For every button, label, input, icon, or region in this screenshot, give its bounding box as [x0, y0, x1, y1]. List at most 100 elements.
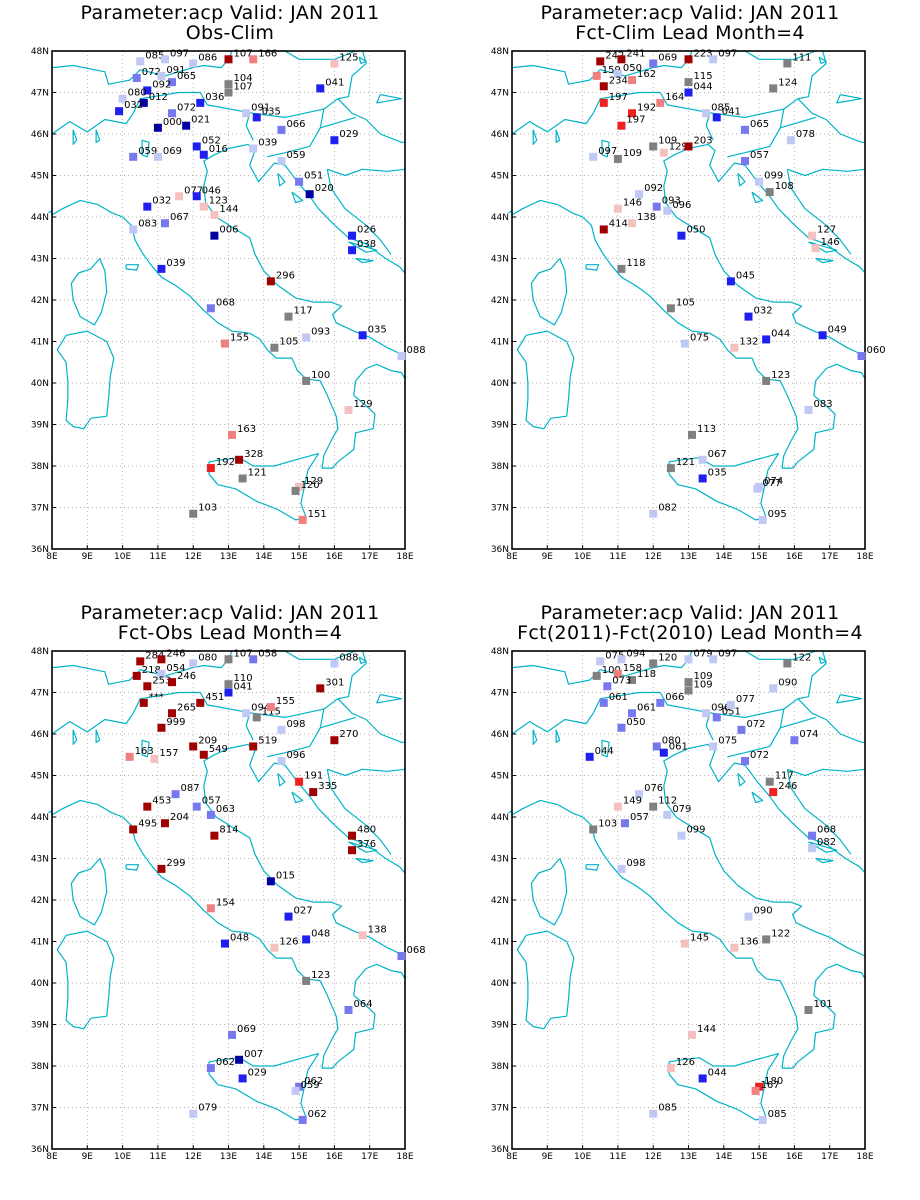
station-marker [175, 192, 184, 201]
station-map: 8E 9E 10E 11E 12E 13E 14E 15E 16E 17E 18E 36N 37N 38N… [31, 47, 426, 562]
station-value-label: 090 [754, 906, 773, 917]
station-marker [235, 455, 244, 464]
station-value-label: 180 [764, 1076, 783, 1087]
lat-tick-label: 39N [491, 1021, 509, 1031]
station-marker [330, 59, 339, 68]
station-marker [613, 69, 622, 78]
station-value-label: 069 [237, 1024, 256, 1035]
station-marker [663, 206, 672, 215]
station-marker [585, 752, 594, 761]
lon-tick-label: 16E [326, 552, 343, 562]
station-value-label: 066 [286, 119, 305, 130]
station-value-label: 126 [676, 1057, 695, 1068]
station-value-label: 020 [315, 183, 334, 194]
station-marker [712, 713, 721, 722]
station-marker [224, 688, 233, 697]
station-marker [196, 98, 205, 107]
station-marker [277, 125, 286, 134]
station-value-label: 155 [276, 696, 295, 707]
coastline [668, 453, 780, 521]
station-marker [358, 931, 367, 940]
station-value-label: 101 [814, 999, 833, 1010]
coastline [815, 857, 834, 864]
station-marker [199, 150, 208, 159]
station-marker [762, 376, 771, 385]
station-marker [210, 231, 219, 240]
station-marker [302, 976, 311, 985]
lon-tick-label: 14E [255, 552, 272, 562]
lat-tick-label: 43N [491, 255, 509, 265]
station-marker [804, 405, 813, 414]
station-value-label: 085 [768, 1109, 787, 1120]
station-value-label: 144 [697, 1024, 716, 1035]
station-marker [628, 76, 637, 85]
station-value-label: 079 [198, 1103, 217, 1114]
station-marker [737, 725, 746, 734]
station-value-label: 060 [866, 345, 885, 356]
coastline [348, 841, 378, 853]
station-marker [818, 331, 827, 340]
coastline [277, 773, 286, 787]
station-value-label: 044 [595, 746, 614, 757]
station-value-label: 149 [623, 796, 642, 807]
station-value-label: 118 [626, 258, 645, 269]
station-value-label: 085 [145, 50, 164, 61]
station-value-label: 091 [166, 65, 185, 76]
station-value-label: 155 [230, 333, 249, 344]
station-value-label: 012 [149, 92, 168, 103]
coastline [141, 739, 150, 758]
station-marker [305, 190, 314, 199]
station-value-label: 072 [746, 719, 765, 730]
station-marker [206, 1064, 215, 1073]
lat-tick-label: 47N [31, 89, 49, 99]
station-value-label: 079 [672, 804, 691, 815]
station-marker [189, 509, 198, 518]
station-value-label: 067 [170, 212, 189, 223]
station-marker [740, 756, 749, 765]
station-marker [740, 125, 749, 134]
station-value-label: 057 [630, 812, 649, 823]
station-value-label: 075 [718, 735, 737, 746]
coastline [95, 729, 101, 743]
coastline [663, 143, 866, 357]
station-marker [143, 86, 152, 95]
coastline [51, 650, 367, 735]
lat-tick-label: 38N [491, 1062, 509, 1072]
station-marker [295, 177, 304, 186]
station-marker [224, 88, 233, 97]
station-value-label: 097 [718, 48, 737, 59]
station-value-label: 077 [736, 694, 755, 705]
coastline [320, 116, 356, 129]
station-marker [143, 202, 152, 211]
station-value-label: 074 [764, 476, 783, 487]
lat-tick-label: 42N [491, 896, 509, 906]
coastline [70, 858, 108, 926]
station-marker [769, 84, 778, 93]
station-value-label: 132 [739, 337, 758, 348]
station-marker [397, 952, 406, 961]
station-value-label: 072 [142, 67, 161, 78]
station-value-label: 296 [276, 270, 295, 281]
station-value-label: 051 [304, 171, 323, 182]
station-marker [596, 57, 605, 66]
coastline [326, 169, 392, 255]
station-marker [238, 1074, 247, 1083]
station-value-label: 246 [778, 781, 797, 792]
station-marker [684, 78, 693, 87]
panel-obs-clim: Parameter:acp Valid: JAN 2011 Obs-Clim 8… [0, 0, 460, 600]
station-value-label: 067 [708, 449, 727, 460]
station-marker [136, 57, 145, 66]
station-value-label: 041 [325, 77, 344, 88]
station-marker [666, 304, 675, 313]
station-marker [249, 742, 258, 751]
lon-tick-label: 11E [149, 1152, 166, 1162]
station-value-label: 093 [311, 326, 330, 337]
station-marker [129, 152, 138, 161]
station-value-label: 127 [817, 225, 836, 236]
station-value-label: 100 [602, 665, 621, 676]
station-marker [613, 669, 622, 678]
station-value-label: 253 [152, 675, 171, 686]
station-value-label: 087 [181, 783, 200, 794]
station-value-label: 814 [219, 825, 238, 836]
station-value-label: 032 [124, 100, 143, 111]
